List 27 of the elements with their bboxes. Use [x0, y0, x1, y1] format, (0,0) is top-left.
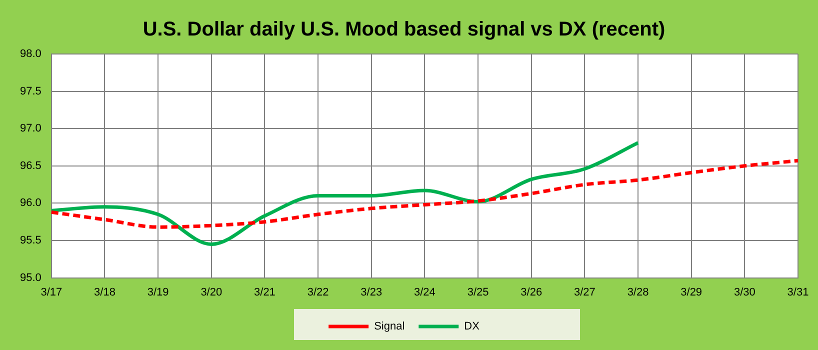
x-tick-label: 3/20: [200, 286, 222, 298]
x-tick-label: 3/18: [94, 286, 116, 298]
y-tick-label: 96.0: [20, 197, 42, 210]
x-tick-label: 3/26: [520, 286, 542, 298]
y-tick-label: 95.5: [20, 234, 42, 247]
x-tick-label: 3/24: [414, 286, 436, 298]
y-tick-label: 97.5: [20, 85, 42, 98]
x-tick-label: 3/25: [467, 286, 489, 298]
x-tick-label: 3/22: [307, 286, 329, 298]
x-tick-label: 3/29: [680, 286, 702, 298]
line-series: [50, 141, 640, 246]
line-series: [50, 158, 800, 229]
y-tick-label: 97.0: [20, 122, 42, 135]
legend-label: Signal: [374, 320, 405, 333]
x-tick-label: 3/27: [574, 286, 596, 298]
x-tick-label: 3/21: [254, 286, 276, 298]
x-tick-label: 3/23: [360, 286, 382, 298]
legend-label: DX: [464, 320, 480, 333]
x-tick-label: 3/30: [734, 286, 756, 298]
y-tick-label: 96.5: [20, 160, 42, 172]
x-tick-label: 3/19: [147, 286, 169, 298]
x-tick-label: 3/31: [787, 286, 809, 298]
y-tick-label: 98.0: [20, 48, 42, 60]
y-tick-label: 95.0: [20, 272, 42, 284]
chart-title: U.S. Dollar daily U.S. Mood based signal vs DX (recent): [142, 18, 666, 41]
x-tick-label: 3/17: [40, 286, 62, 298]
x-tick-label: 3/28: [627, 286, 649, 298]
